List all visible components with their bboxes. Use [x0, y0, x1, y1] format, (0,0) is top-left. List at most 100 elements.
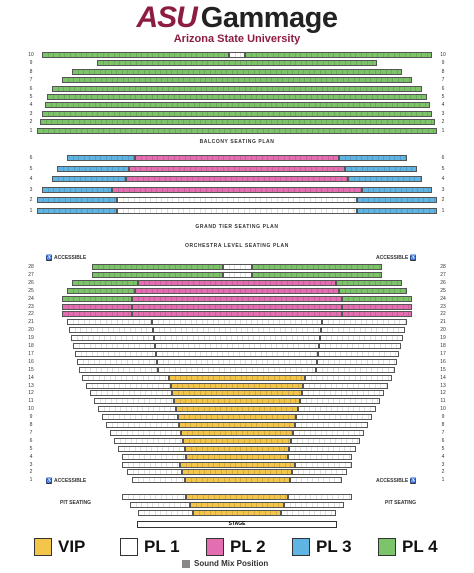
seat-block[interactable]: [184, 445, 290, 452]
seat-block[interactable]: [37, 207, 117, 214]
seat-block[interactable]: [94, 398, 175, 405]
seat-block[interactable]: [175, 406, 299, 413]
seat-block[interactable]: [342, 303, 412, 310]
seat-block[interactable]: [130, 502, 190, 508]
seat-block[interactable]: [172, 390, 302, 397]
seat-block[interactable]: [179, 461, 295, 468]
seat-block[interactable]: [52, 85, 422, 92]
seat-block[interactable]: [47, 94, 427, 100]
seat-block[interactable]: [67, 287, 135, 294]
seat-block[interactable]: [154, 335, 320, 342]
seat-block[interactable]: [152, 319, 322, 326]
seat-block[interactable]: [291, 437, 360, 444]
seat-block[interactable]: [126, 176, 348, 182]
seat-block[interactable]: [71, 335, 154, 342]
seat-block[interactable]: [138, 279, 336, 286]
seat-block[interactable]: [122, 494, 187, 500]
seat-block[interactable]: [67, 319, 152, 326]
seat-block[interactable]: [129, 165, 345, 172]
seat-block[interactable]: [181, 429, 293, 436]
seat-block[interactable]: [110, 429, 182, 436]
seat-block[interactable]: [222, 264, 252, 270]
seat-block[interactable]: [182, 469, 292, 476]
seat-block[interactable]: [72, 68, 402, 75]
seat-block[interactable]: [118, 445, 185, 452]
seat-block[interactable]: [138, 510, 194, 516]
seat-block[interactable]: [320, 335, 403, 342]
seat-block[interactable]: [251, 271, 382, 278]
seat-block[interactable]: [170, 382, 304, 389]
seat-block[interactable]: [153, 327, 321, 334]
seat-block[interactable]: [301, 390, 384, 397]
seat-block[interactable]: [342, 295, 412, 302]
seat-block[interactable]: [86, 382, 171, 389]
seat-block[interactable]: [97, 60, 377, 67]
seat-block[interactable]: [229, 52, 245, 58]
seat-block[interactable]: [339, 287, 407, 294]
seat-block[interactable]: [292, 469, 347, 476]
seat-block[interactable]: [316, 366, 395, 373]
seat-block[interactable]: [357, 197, 437, 203]
seat-block[interactable]: [345, 165, 417, 172]
seat-block[interactable]: [102, 414, 178, 421]
seat-block[interactable]: [52, 176, 126, 182]
seat-block[interactable]: [62, 295, 132, 302]
seat-block[interactable]: [62, 77, 412, 84]
seat-block[interactable]: [67, 155, 135, 161]
seat-block[interactable]: [155, 343, 319, 349]
seat-block[interactable]: [336, 279, 402, 286]
seat-block[interactable]: [122, 461, 180, 468]
seat-block[interactable]: [361, 186, 432, 193]
seat-block[interactable]: [158, 366, 316, 373]
seat-block[interactable]: [114, 437, 183, 444]
seat-block[interactable]: [251, 264, 382, 270]
seat-block[interactable]: [132, 477, 185, 484]
seat-block[interactable]: [299, 398, 380, 405]
seat-block[interactable]: [184, 477, 290, 484]
seat-block[interactable]: [319, 343, 401, 349]
seat-block[interactable]: [303, 382, 388, 389]
seat-block[interactable]: [79, 366, 158, 373]
seat-block[interactable]: [77, 358, 157, 365]
seat-block[interactable]: [342, 311, 412, 318]
seat-block[interactable]: [318, 350, 399, 357]
seat-block[interactable]: [157, 358, 317, 365]
seat-block[interactable]: [69, 327, 153, 334]
seat-block[interactable]: [182, 437, 292, 444]
seat-block[interactable]: [294, 422, 368, 428]
seat-block[interactable]: [62, 311, 132, 318]
seat-block[interactable]: [322, 319, 407, 326]
seat-block[interactable]: [348, 176, 422, 182]
seat-block[interactable]: [135, 287, 339, 294]
seat-block[interactable]: [75, 350, 156, 357]
seat-block[interactable]: [292, 429, 364, 436]
seat-block[interactable]: [37, 127, 437, 134]
seat-block[interactable]: [177, 414, 297, 421]
seat-block[interactable]: [179, 422, 295, 428]
seat-block[interactable]: [305, 374, 392, 381]
seat-block[interactable]: [296, 414, 372, 421]
seat-block[interactable]: [298, 406, 376, 413]
seat-block[interactable]: [294, 461, 352, 468]
seat-block[interactable]: [92, 271, 223, 278]
seat-block[interactable]: [287, 453, 352, 460]
seat-block[interactable]: [174, 398, 300, 405]
seat-block[interactable]: [222, 271, 252, 278]
seat-block[interactable]: [82, 374, 169, 381]
seat-block[interactable]: [186, 453, 288, 460]
seat-block[interactable]: [73, 343, 155, 349]
seat-block[interactable]: [189, 502, 285, 508]
seat-block[interactable]: [244, 52, 432, 58]
seat-block[interactable]: [132, 295, 342, 302]
seat-block[interactable]: [321, 327, 405, 334]
seat-block[interactable]: [112, 186, 362, 193]
seat-block[interactable]: [122, 453, 187, 460]
seat-block[interactable]: [289, 445, 356, 452]
seat-block[interactable]: [284, 502, 344, 508]
seat-block[interactable]: [90, 390, 173, 397]
seat-block[interactable]: [39, 119, 435, 126]
seat-block[interactable]: [117, 207, 357, 214]
seat-block[interactable]: [186, 494, 288, 500]
seat-block[interactable]: [357, 207, 437, 214]
seat-block[interactable]: [135, 155, 339, 161]
